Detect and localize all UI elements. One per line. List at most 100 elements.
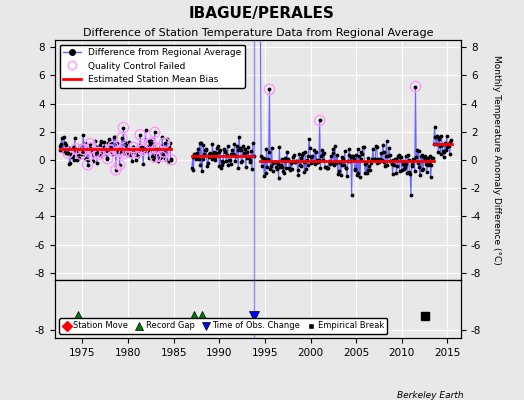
Point [337, 154, 346, 160]
Point [152, 151, 160, 157]
Point [122, 150, 130, 157]
Point [394, 153, 402, 159]
Point [332, 159, 341, 165]
Point [341, 164, 350, 171]
Point [386, 152, 394, 158]
Point [287, 160, 295, 166]
Point [93, 160, 101, 166]
Point [58, 134, 66, 141]
Point [403, 170, 411, 176]
Point [132, 157, 140, 164]
Point [349, 152, 357, 159]
Point [136, 132, 145, 138]
Legend: Difference from Regional Average, Quality Control Failed, Estimated Station Mean: Difference from Regional Average, Qualit… [60, 44, 245, 88]
Point [231, 140, 239, 147]
Point [90, 152, 98, 158]
Point [212, 150, 221, 156]
Point [213, 145, 221, 151]
Point [355, 152, 364, 159]
Point [233, 142, 241, 149]
Point [415, 164, 423, 170]
Point [161, 156, 169, 162]
Point [228, 147, 236, 153]
Point [283, 149, 291, 156]
Point [323, 165, 332, 172]
Point [369, 146, 377, 152]
Point [217, 162, 226, 168]
Point [294, 171, 302, 178]
Point [150, 142, 158, 148]
Point [214, 143, 222, 150]
Point [102, 148, 110, 154]
Point [398, 166, 406, 173]
Point [64, 150, 72, 156]
Point [258, 155, 267, 161]
Point [157, 142, 165, 149]
Point [160, 140, 169, 146]
Point [81, 140, 90, 146]
Point [406, 170, 414, 177]
Point [64, 144, 73, 151]
Legend: Station Move, Record Gap, Time of Obs. Change, Empirical Break: Station Move, Record Gap, Time of Obs. C… [59, 318, 387, 334]
Point [265, 86, 274, 93]
Point [151, 154, 160, 160]
Point [200, 150, 208, 157]
Point [113, 140, 121, 146]
Point [340, 162, 348, 168]
Point [86, 140, 94, 147]
Point [211, 154, 219, 160]
Point [335, 159, 344, 165]
Point [307, 160, 315, 166]
Point [430, 140, 438, 147]
Point [149, 157, 157, 164]
Point [119, 124, 128, 131]
Point [351, 167, 359, 173]
Point [163, 159, 172, 165]
Point [422, 161, 430, 168]
Point [130, 146, 138, 152]
Point [116, 148, 125, 154]
Point [154, 150, 162, 156]
Point [285, 156, 293, 162]
Point [378, 157, 386, 164]
Point [429, 155, 437, 161]
Point [312, 156, 321, 163]
Point [361, 161, 369, 167]
Point [137, 145, 145, 151]
Point [78, 151, 86, 157]
Point [351, 166, 359, 172]
Point [126, 149, 135, 155]
Point [141, 127, 150, 134]
Point [138, 147, 147, 153]
Point [159, 152, 167, 159]
Point [332, 160, 340, 166]
Point [399, 161, 408, 167]
Point [299, 150, 307, 156]
Point [296, 161, 304, 168]
Point [73, 157, 81, 164]
Point [103, 156, 112, 162]
Point [427, 174, 435, 180]
Point [125, 152, 134, 158]
Point [408, 162, 416, 169]
Point [56, 142, 64, 149]
Point [388, 161, 396, 168]
Point [75, 155, 83, 162]
Point [214, 149, 223, 156]
Point [246, 159, 255, 166]
Point [367, 158, 376, 164]
Point [114, 148, 122, 155]
Point [151, 154, 160, 160]
Point [444, 140, 452, 147]
Point [124, 146, 132, 152]
Point [162, 136, 171, 142]
Point [376, 156, 384, 162]
Point [275, 174, 283, 181]
Point [389, 157, 398, 163]
Point [282, 165, 290, 172]
Point [150, 129, 159, 136]
Point [289, 154, 297, 160]
Point [243, 154, 252, 161]
Point [333, 152, 341, 158]
Point [376, 157, 385, 163]
